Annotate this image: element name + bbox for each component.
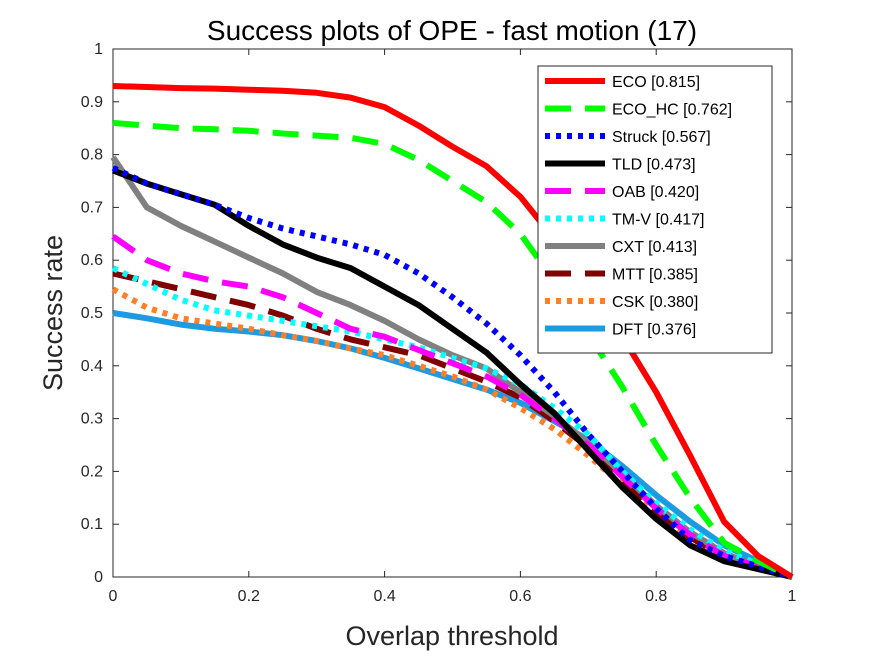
legend-label: TLD [0.473] [612, 157, 696, 174]
series-line [112, 83, 794, 580]
y-tick-label: 1 [94, 41, 103, 58]
axis-ticks: 0 0.2 0.4 0.6 0.8 1 0 0.1 0.2 0.3 0.4 0.5 0.6 0.7 0.8 0… [81, 41, 797, 605]
series-line [111, 265, 794, 580]
legend-label: DFT [0.376] [612, 322, 696, 339]
series-line [111, 165, 793, 580]
series-lines [110, 83, 794, 580]
x-tick-label: 0.8 [645, 588, 667, 605]
y-tick-label: 0.1 [81, 516, 103, 533]
x-tick-label: 0.2 [238, 588, 260, 605]
y-tick-label: 0.6 [81, 252, 103, 269]
x-tick-label: 0.4 [373, 588, 395, 605]
y-axis-title: Success rate [38, 235, 68, 391]
legend-entries: ECO [0.815] ECO_HC [0.762] Struck [0.567] T… [545, 74, 732, 339]
series-line [111, 286, 793, 580]
series-line [111, 233, 793, 580]
x-tick-label: 0.6 [509, 588, 531, 605]
legend-label: MTT [0.385] [612, 267, 698, 284]
legend-label: OAB [0.420] [612, 184, 699, 201]
y-tick-label: 0.3 [81, 411, 103, 428]
legend-box [537, 65, 773, 354]
legend-label: Struck [0.567] [612, 129, 711, 146]
y-tick-label: 0.5 [81, 305, 103, 322]
legend-label: TM-V [0.417] [612, 212, 704, 229]
y-tick-label: 0.2 [81, 463, 103, 480]
x-tick-label: 1 [788, 588, 797, 605]
y-tick-label: 0 [94, 569, 103, 586]
y-tick-label: 0.4 [81, 358, 103, 375]
legend-label: CSK [0.380] [612, 294, 698, 311]
chart-title: Success plots of OPE - fast motion (17) [207, 15, 697, 46]
x-axis-title: Overlap threshold [345, 621, 558, 651]
legend-label: ECO [0.815] [612, 74, 700, 91]
legend-label: ECO_HC [0.762] [612, 102, 732, 119]
y-tick-label: 0.9 [81, 94, 103, 111]
legend: ECO [0.815] ECO_HC [0.762] Struck [0.567] T… [537, 65, 773, 354]
y-tick-label: 0.7 [81, 199, 103, 216]
series-line [112, 119, 794, 580]
y-tick-label: 0.8 [81, 147, 103, 164]
x-tick-label: 0 [109, 588, 118, 605]
legend-label: CXT [0.413] [612, 239, 697, 256]
